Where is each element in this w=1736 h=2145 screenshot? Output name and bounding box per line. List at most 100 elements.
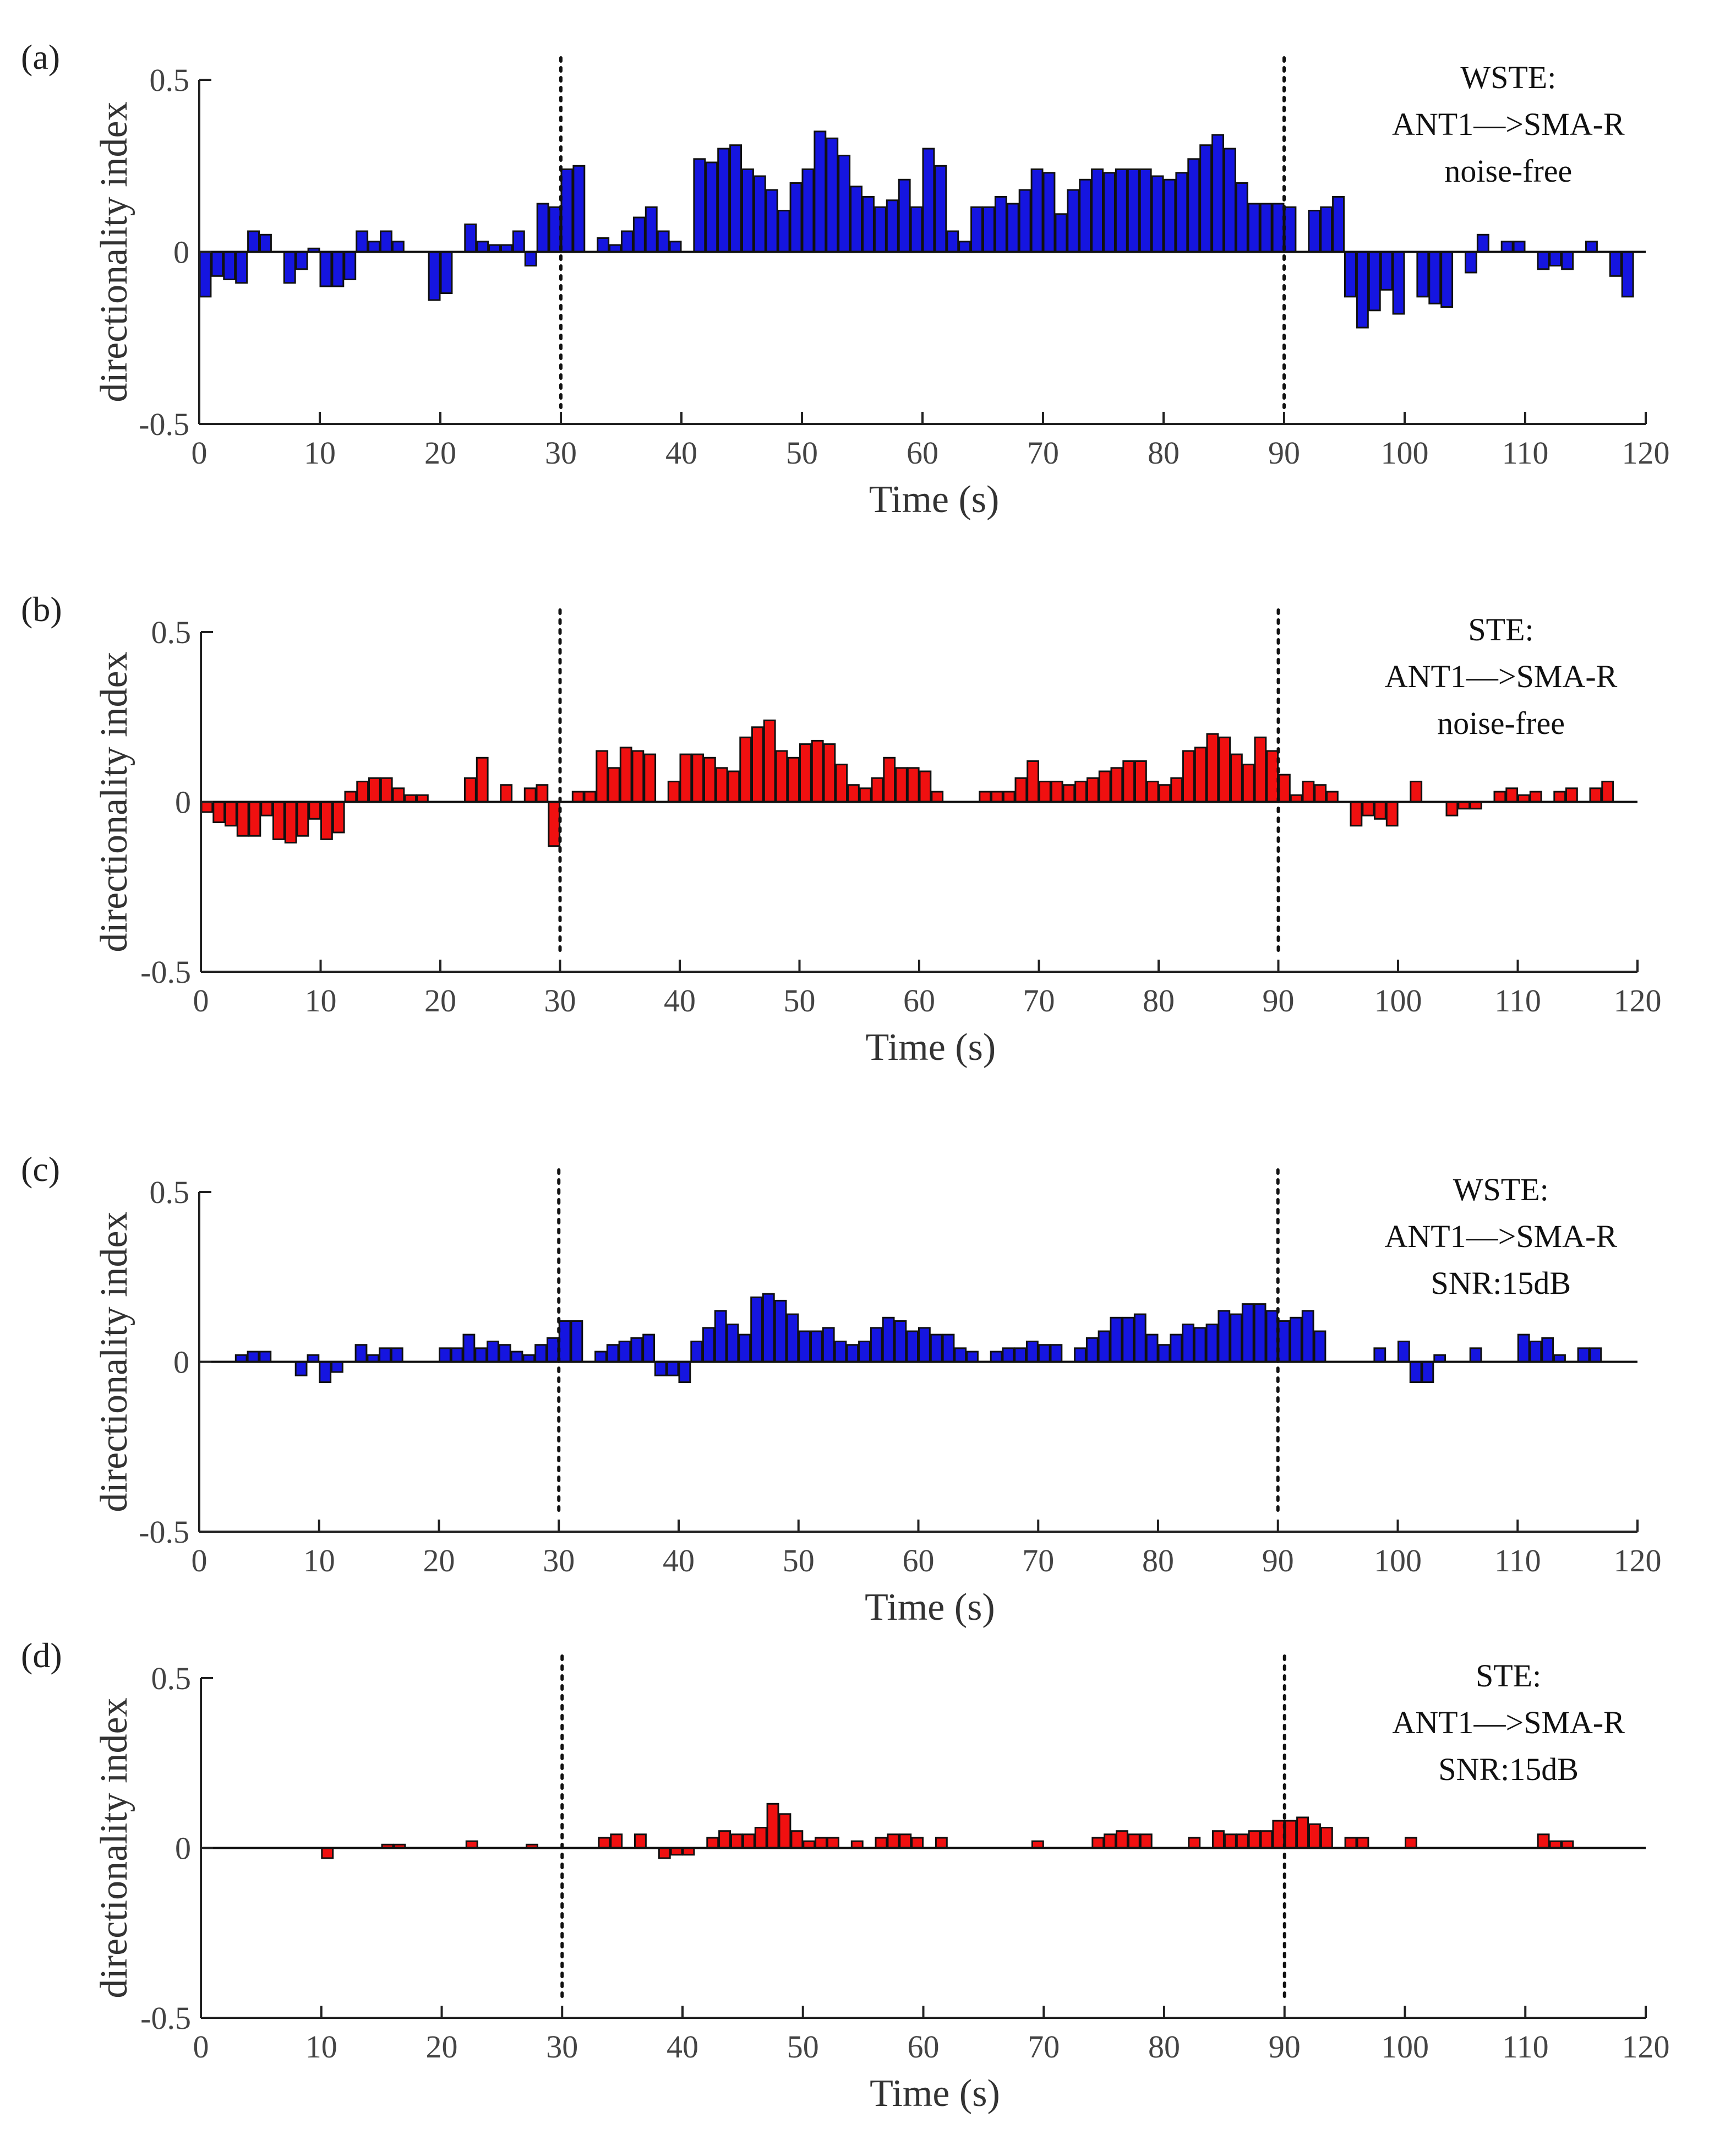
bar bbox=[835, 764, 848, 803]
bar bbox=[1314, 784, 1327, 803]
bar bbox=[1320, 206, 1333, 253]
bar bbox=[727, 770, 740, 803]
bar bbox=[970, 206, 983, 253]
bar bbox=[886, 199, 899, 253]
x-tick-label: 80 bbox=[1148, 2029, 1180, 2065]
chart-panel-b: (b)0 10 20 30 40 50 60 70 80 90 100 110 120-0.500.5T… bbox=[21, 590, 1662, 1069]
bar bbox=[428, 251, 441, 301]
bar bbox=[1206, 733, 1219, 803]
bar bbox=[729, 144, 742, 253]
bar bbox=[942, 1333, 955, 1363]
bar bbox=[1002, 791, 1016, 803]
bar bbox=[1230, 1313, 1242, 1363]
bar bbox=[596, 750, 609, 803]
bar bbox=[777, 210, 790, 253]
bar bbox=[1018, 189, 1031, 253]
bar bbox=[718, 1830, 731, 1849]
bar bbox=[259, 233, 272, 253]
bar bbox=[354, 1344, 368, 1363]
bar bbox=[994, 196, 1007, 253]
bar bbox=[440, 251, 453, 294]
bar bbox=[368, 241, 380, 253]
bar bbox=[295, 251, 308, 270]
bar bbox=[319, 251, 332, 287]
bar bbox=[450, 1347, 463, 1363]
y-tick-label: -0.5 bbox=[140, 954, 191, 990]
bar bbox=[1308, 1823, 1321, 1849]
bar bbox=[390, 1347, 403, 1363]
bar bbox=[991, 791, 1003, 803]
bar bbox=[1187, 158, 1200, 253]
y-tick-label: 0.5 bbox=[151, 614, 192, 650]
bar bbox=[1139, 1833, 1153, 1849]
bar bbox=[715, 767, 728, 803]
bar bbox=[1374, 801, 1386, 820]
x-tick-label: 20 bbox=[426, 2029, 458, 2065]
bar bbox=[753, 175, 766, 253]
bar bbox=[356, 781, 369, 803]
x-tick-label: 30 bbox=[546, 2029, 578, 2065]
bar bbox=[284, 801, 297, 843]
bar bbox=[705, 161, 718, 253]
bar bbox=[726, 1324, 739, 1363]
bar bbox=[946, 230, 959, 253]
bar bbox=[693, 158, 706, 253]
bar bbox=[815, 1837, 827, 1849]
x-tick-label: 30 bbox=[545, 435, 577, 471]
bar bbox=[379, 1347, 391, 1363]
bar bbox=[1421, 1361, 1434, 1383]
annotation-line: STE: bbox=[1468, 612, 1533, 647]
bar bbox=[750, 1296, 763, 1363]
bar bbox=[536, 203, 549, 253]
bar bbox=[1284, 206, 1297, 253]
x-tick-label: 110 bbox=[1502, 2029, 1549, 2065]
y-tick-label: 0 bbox=[173, 235, 189, 270]
annotation-line: ANT1—>SMA-R bbox=[1385, 658, 1618, 694]
bar bbox=[811, 739, 824, 803]
bar bbox=[678, 1361, 691, 1383]
x-tick-label: 120 bbox=[1614, 1543, 1662, 1578]
x-tick-label: 10 bbox=[304, 435, 336, 471]
bar bbox=[1465, 251, 1477, 274]
bar bbox=[1116, 1830, 1128, 1849]
bar bbox=[1601, 781, 1614, 803]
bar bbox=[882, 1316, 895, 1363]
x-tick-label: 40 bbox=[664, 983, 696, 1019]
bar bbox=[1026, 1341, 1039, 1363]
bar bbox=[474, 1347, 488, 1363]
bar bbox=[1356, 251, 1369, 329]
x-tick-label: 40 bbox=[665, 435, 697, 471]
bar bbox=[606, 1344, 619, 1363]
bar bbox=[223, 251, 236, 280]
y-tick-label: 0.5 bbox=[150, 1174, 190, 1210]
bar bbox=[658, 1847, 671, 1859]
bar bbox=[1241, 1303, 1254, 1363]
x-tick-label: 120 bbox=[1622, 435, 1670, 471]
bar bbox=[990, 1351, 1003, 1363]
bar bbox=[778, 1813, 791, 1849]
bar bbox=[1182, 1324, 1194, 1363]
x-tick-label: 120 bbox=[1622, 2029, 1670, 2065]
bar bbox=[1271, 203, 1285, 253]
bar bbox=[911, 1837, 924, 1849]
bar bbox=[1074, 781, 1087, 803]
bar bbox=[669, 241, 682, 253]
bar bbox=[846, 1344, 859, 1363]
bar bbox=[766, 1803, 779, 1849]
bar bbox=[742, 1833, 755, 1849]
bar bbox=[1027, 760, 1039, 803]
bar bbox=[799, 743, 812, 803]
bar bbox=[958, 241, 971, 253]
bar bbox=[536, 784, 549, 803]
bar bbox=[320, 801, 333, 840]
bar bbox=[979, 791, 992, 803]
bar bbox=[645, 206, 658, 253]
bar bbox=[826, 137, 839, 253]
bar bbox=[631, 750, 645, 803]
bar bbox=[1158, 1344, 1171, 1363]
x-tick-label: 20 bbox=[424, 983, 456, 1019]
bar bbox=[1410, 781, 1423, 803]
bar bbox=[332, 801, 345, 834]
x-tick-label: 40 bbox=[667, 2029, 698, 2065]
x-tick-label: 80 bbox=[1142, 1543, 1174, 1578]
